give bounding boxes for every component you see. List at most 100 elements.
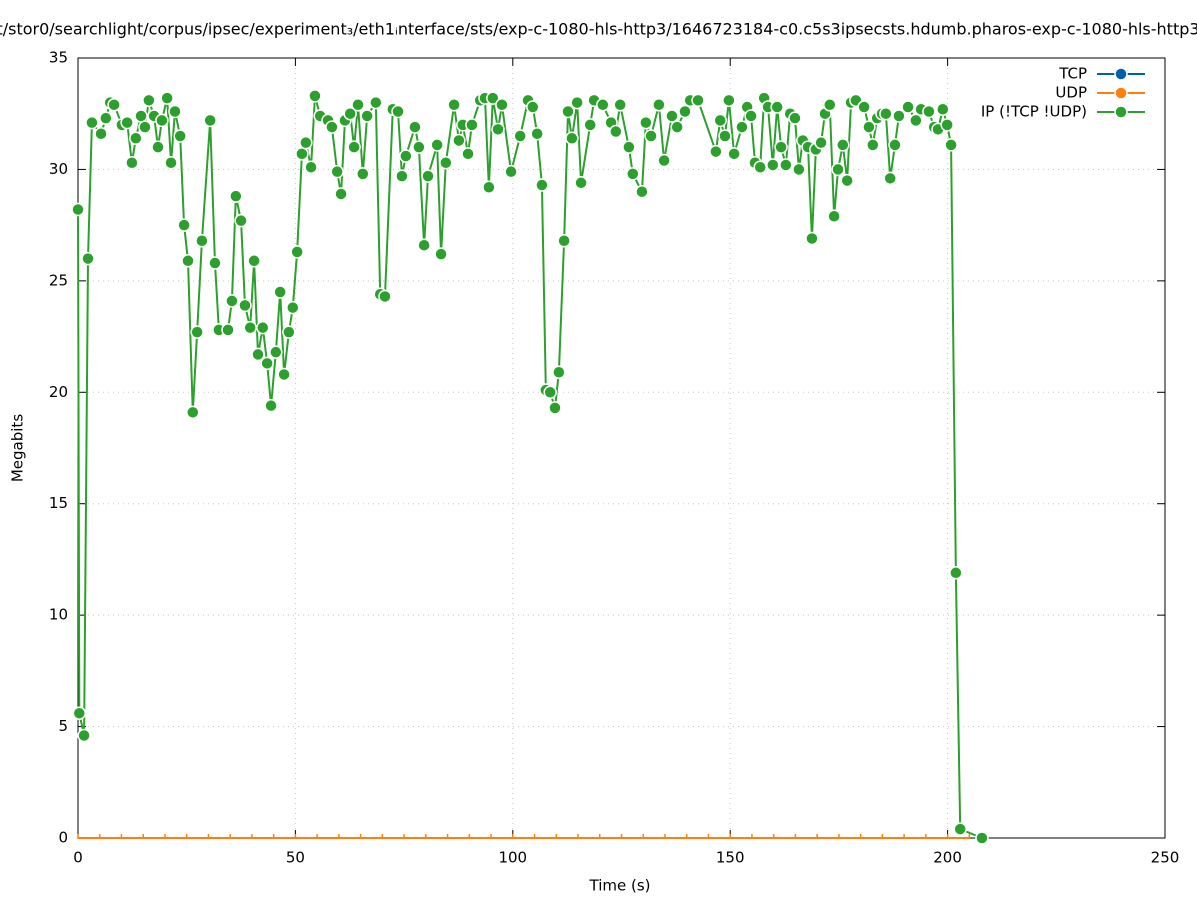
data-point (792, 162, 806, 177)
data-point (535, 178, 549, 192)
chart-title: t/stor0/searchlight/corpus/ipsec/experim… (0, 20, 1197, 39)
data-point (295, 147, 309, 161)
data-point (142, 93, 156, 108)
data-point (823, 98, 837, 112)
data-point (421, 169, 435, 183)
data-point (434, 247, 448, 261)
data-point (491, 122, 505, 137)
data-point (325, 120, 339, 134)
data-point (203, 113, 217, 128)
data-point (644, 129, 658, 143)
data-point (866, 138, 880, 152)
data-point (565, 131, 579, 145)
data-point (975, 831, 989, 845)
data-point (922, 104, 936, 119)
data-point (99, 111, 113, 125)
data-point (94, 127, 108, 141)
data-point (151, 140, 165, 154)
data-point (530, 127, 544, 141)
x-tick-label: 250 (1151, 849, 1180, 867)
data-point (862, 120, 876, 134)
data-point (840, 173, 854, 188)
data-point (770, 100, 784, 114)
data-point (260, 356, 274, 371)
data-point (186, 405, 200, 420)
data-point (447, 98, 461, 112)
data-point (670, 120, 684, 134)
data-point (173, 129, 187, 143)
data-point (827, 209, 841, 223)
y-axis-label: Megabits (9, 414, 27, 482)
data-point (879, 106, 893, 121)
data-point (788, 111, 802, 125)
data-point (727, 147, 741, 161)
data-point (164, 155, 178, 170)
data-point (282, 325, 296, 339)
data-point (735, 120, 749, 134)
data-point (177, 218, 191, 232)
data-point (71, 202, 85, 217)
data-point (691, 93, 705, 108)
data-point (753, 160, 767, 174)
y-tick-label: 25 (49, 271, 68, 289)
data-point (412, 140, 426, 154)
data-point (247, 254, 261, 268)
data-point (504, 164, 518, 179)
data-point (195, 233, 209, 248)
data-point (652, 98, 666, 112)
data-point (243, 320, 257, 335)
data-point (120, 115, 134, 130)
data-point (308, 89, 322, 103)
data-point (570, 95, 584, 110)
data-point (160, 91, 174, 105)
data-point (221, 323, 235, 337)
data-point (626, 167, 640, 181)
x-tick-label: 150 (716, 849, 745, 867)
data-point (378, 289, 392, 304)
data-point (107, 98, 121, 112)
legend-marker (1114, 86, 1128, 100)
data-point (399, 149, 413, 163)
data-point (814, 135, 828, 150)
data-point (613, 98, 627, 112)
data-point (391, 104, 405, 119)
data-point (299, 135, 313, 150)
data-point (548, 401, 562, 415)
data-point (395, 169, 409, 183)
data-point (953, 822, 967, 836)
data-point (543, 385, 557, 400)
data-point (85, 115, 99, 130)
data-point (465, 118, 479, 132)
data-point (561, 104, 575, 119)
data-point (526, 100, 540, 114)
data-point (264, 398, 278, 413)
data-point (583, 118, 597, 132)
data-point (940, 118, 954, 132)
data-point (273, 285, 287, 299)
data-point (251, 347, 265, 362)
data-point (430, 138, 444, 152)
data-point (949, 566, 963, 580)
x-tick-label: 100 (498, 849, 527, 867)
data-point (936, 102, 950, 117)
plot-frame (77, 57, 1166, 839)
data-point (944, 138, 958, 152)
data-point (155, 113, 169, 128)
data-point (557, 233, 571, 248)
data-point (269, 345, 283, 359)
data-point (290, 245, 304, 259)
data-point (744, 109, 758, 123)
data-point (408, 120, 422, 134)
data-point (779, 158, 793, 172)
data-point (713, 113, 727, 128)
y-tick-label: 35 (49, 49, 68, 67)
legend-marker (1114, 67, 1128, 81)
x-tick-label: 200 (933, 849, 962, 867)
data-point (81, 251, 95, 266)
y-tick-label: 30 (49, 160, 68, 178)
data-point (461, 147, 475, 161)
legend-label: TCP (1058, 65, 1087, 83)
data-point (256, 320, 270, 335)
